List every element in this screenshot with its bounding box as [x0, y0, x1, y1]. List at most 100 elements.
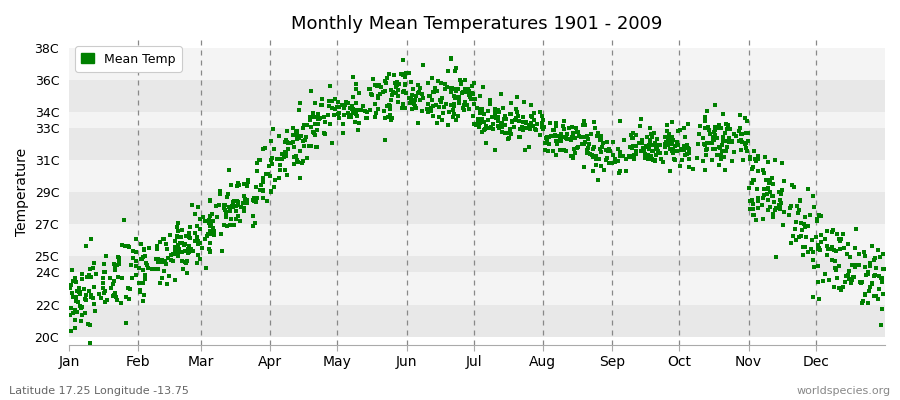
Point [416, 95, 430, 102]
Point [788, 218, 803, 225]
Point [648, 140, 662, 146]
Point [462, 88, 476, 94]
Point [464, 83, 479, 89]
Point [371, 106, 385, 112]
Point [760, 190, 774, 197]
Point [663, 134, 678, 140]
Point [292, 107, 306, 113]
Point [858, 291, 872, 298]
Point [410, 120, 425, 126]
Point [548, 152, 562, 158]
Point [746, 201, 760, 207]
Point [768, 157, 782, 163]
Point [112, 257, 127, 264]
Point [288, 152, 302, 159]
Point [415, 108, 429, 114]
Point [875, 275, 889, 282]
Point [698, 140, 712, 147]
Point [431, 77, 446, 84]
Point [440, 84, 454, 91]
Point [709, 152, 724, 158]
Point [119, 320, 133, 326]
Point [491, 123, 506, 129]
Point [223, 222, 238, 228]
Point [384, 97, 399, 103]
Point [64, 327, 78, 334]
Point [280, 139, 294, 145]
Point [151, 259, 166, 265]
Point [205, 211, 220, 217]
Point [813, 296, 827, 302]
Point [646, 157, 661, 164]
Point [804, 246, 818, 252]
Point [449, 117, 464, 123]
Point [437, 80, 452, 87]
Point [625, 135, 639, 141]
Point [249, 184, 264, 190]
Point [107, 264, 122, 270]
Point [701, 127, 716, 134]
Point [554, 130, 569, 137]
Point [400, 69, 414, 76]
Point [452, 93, 466, 100]
Point [475, 84, 490, 90]
Point [526, 116, 541, 123]
Point [394, 71, 409, 77]
Point [854, 280, 868, 286]
Point [256, 187, 270, 193]
Point [441, 67, 455, 74]
Point [535, 120, 549, 127]
Point [253, 156, 267, 163]
Point [717, 154, 732, 160]
Point [817, 271, 832, 277]
Point [321, 103, 336, 110]
Point [503, 111, 517, 118]
Point [134, 240, 148, 247]
Point [87, 284, 102, 290]
Point [114, 300, 129, 306]
Point [131, 264, 146, 271]
Point [230, 212, 245, 219]
Point [674, 146, 688, 153]
Point [392, 92, 406, 99]
Point [618, 168, 633, 174]
Point [457, 107, 472, 114]
Point [318, 118, 332, 125]
Point [275, 151, 290, 157]
Point [182, 234, 196, 240]
Point [230, 183, 244, 190]
Point [71, 299, 86, 305]
Point [700, 108, 715, 114]
Point [441, 122, 455, 128]
Point [632, 140, 646, 146]
Point [605, 159, 619, 166]
Point [395, 57, 410, 63]
Point [448, 67, 463, 74]
Point [467, 101, 482, 107]
Point [136, 298, 150, 304]
Point [77, 286, 92, 292]
Point [837, 245, 851, 251]
Bar [69, 256, 885, 272]
Point [296, 125, 310, 131]
Point [465, 91, 480, 98]
Point [739, 144, 753, 151]
Point [446, 107, 460, 113]
Point [346, 107, 361, 114]
Point [68, 317, 82, 324]
Point [761, 159, 776, 165]
Point [73, 303, 87, 310]
Point [188, 211, 202, 218]
Point [755, 202, 770, 208]
Point [277, 149, 292, 155]
Point [133, 289, 148, 295]
Point [616, 136, 631, 143]
Point [665, 134, 680, 140]
Point [291, 159, 305, 166]
Point [479, 123, 493, 129]
Point [554, 138, 568, 144]
Point [588, 125, 602, 131]
Point [488, 146, 502, 153]
Point [325, 140, 339, 146]
Point [75, 304, 89, 310]
